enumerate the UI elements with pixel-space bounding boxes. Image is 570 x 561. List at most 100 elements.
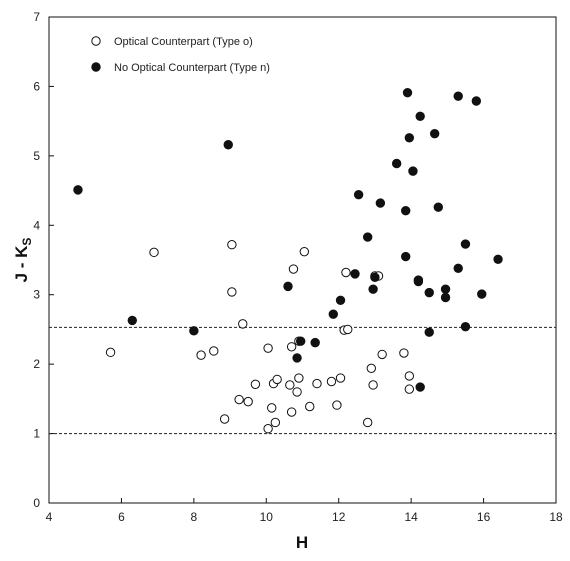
point-no-optical <box>453 263 463 274</box>
point-no-optical <box>401 206 411 216</box>
point-no-optical <box>415 111 425 121</box>
point-optical <box>292 387 302 397</box>
legend: Optical Counterpart (Type o) No Optical … <box>91 36 270 74</box>
y-tick-label: 0 <box>33 496 40 510</box>
x-tick-label: 14 <box>404 510 418 524</box>
point-optical <box>286 342 297 352</box>
y-tick-label: 7 <box>33 10 40 24</box>
x-tick-label: 12 <box>332 510 346 524</box>
point-no-optical <box>350 269 360 279</box>
x-tick-label: 16 <box>477 510 491 524</box>
point-no-optical <box>283 281 293 292</box>
point-optical <box>234 394 244 405</box>
x-axis-title: H <box>296 533 308 552</box>
point-optical <box>362 417 373 428</box>
point-optical <box>219 414 230 424</box>
point-optical <box>288 264 299 274</box>
point-no-optical <box>424 327 434 337</box>
point-optical <box>377 349 387 360</box>
y-tick-label: 6 <box>33 79 40 93</box>
point-no-optical <box>429 128 440 139</box>
x-tick-label: 4 <box>46 510 53 524</box>
point-optical <box>305 401 315 412</box>
point-optical <box>404 384 415 394</box>
point-optical <box>312 378 322 389</box>
legend-marker-open <box>91 36 101 46</box>
point-no-optical <box>73 185 83 195</box>
x-tick-label: 10 <box>260 510 274 524</box>
y-tick-label: 3 <box>33 288 40 302</box>
point-optical <box>227 240 237 250</box>
y-axis-title-sub: S <box>20 238 34 246</box>
point-no-optical <box>189 326 199 336</box>
point-optical <box>326 376 337 387</box>
point-optical <box>243 396 253 407</box>
point-optical <box>299 246 310 257</box>
point-no-optical <box>440 292 451 303</box>
point-no-optical <box>223 140 233 150</box>
point-optical <box>294 373 304 383</box>
y-axis-title: J - KS <box>12 238 34 283</box>
plot-frame <box>48 16 557 504</box>
point-no-optical <box>401 251 411 262</box>
point-optical <box>270 417 281 428</box>
x-tick-label: 6 <box>118 510 125 524</box>
point-optical <box>263 424 273 434</box>
point-no-optical <box>424 287 434 298</box>
point-no-optical <box>328 309 338 319</box>
point-optical <box>209 346 219 356</box>
point-optical <box>341 267 351 278</box>
point-no-optical <box>404 133 415 143</box>
point-no-optical <box>375 198 386 208</box>
point-no-optical <box>493 254 503 265</box>
legend-marker-filled <box>91 62 101 72</box>
point-optical <box>238 319 248 329</box>
point-no-optical <box>471 96 482 106</box>
point-optical <box>343 324 353 335</box>
point-optical <box>272 374 282 385</box>
legend-label-optical: Optical Counterpart (Type o) <box>114 36 253 48</box>
point-no-optical <box>440 284 451 294</box>
point-no-optical <box>362 232 373 242</box>
point-no-optical <box>127 315 137 326</box>
point-optical <box>399 348 409 358</box>
point-no-optical <box>370 272 380 283</box>
point-optical <box>263 343 273 353</box>
point-optical <box>227 287 237 297</box>
point-no-optical <box>415 382 425 392</box>
point-optical <box>196 350 206 360</box>
point-optical <box>366 363 377 374</box>
point-no-optical <box>460 239 471 249</box>
point-optical <box>285 380 295 390</box>
point-no-optical <box>433 202 444 212</box>
legend-label-no-optical: No Optical Counterpart (Type n) <box>114 62 270 74</box>
data-points <box>73 87 503 434</box>
point-optical <box>149 247 159 258</box>
point-no-optical <box>353 190 364 200</box>
point-no-optical <box>310 337 320 348</box>
point-optical <box>332 400 342 410</box>
point-no-optical <box>453 91 463 101</box>
point-optical <box>335 373 346 383</box>
point-no-optical <box>292 353 302 363</box>
point-no-optical <box>391 158 402 169</box>
point-optical <box>250 379 261 389</box>
point-no-optical <box>413 275 424 285</box>
y-tick-label: 4 <box>33 218 40 232</box>
y-tick-label: 2 <box>33 357 40 371</box>
point-optical <box>105 347 116 358</box>
point-no-optical <box>368 284 378 294</box>
point-no-optical <box>402 87 413 98</box>
point-no-optical <box>295 336 306 346</box>
x-tick-label: 18 <box>549 510 563 524</box>
y-tick-label: 5 <box>33 149 40 163</box>
y-tick-label: 1 <box>33 427 40 441</box>
point-optical <box>267 403 277 413</box>
y-axis-title-main: J - K <box>12 245 31 283</box>
point-no-optical <box>460 321 471 332</box>
point-optical <box>368 380 378 390</box>
reference-lines <box>49 326 556 435</box>
x-tick-label: 8 <box>191 510 198 524</box>
